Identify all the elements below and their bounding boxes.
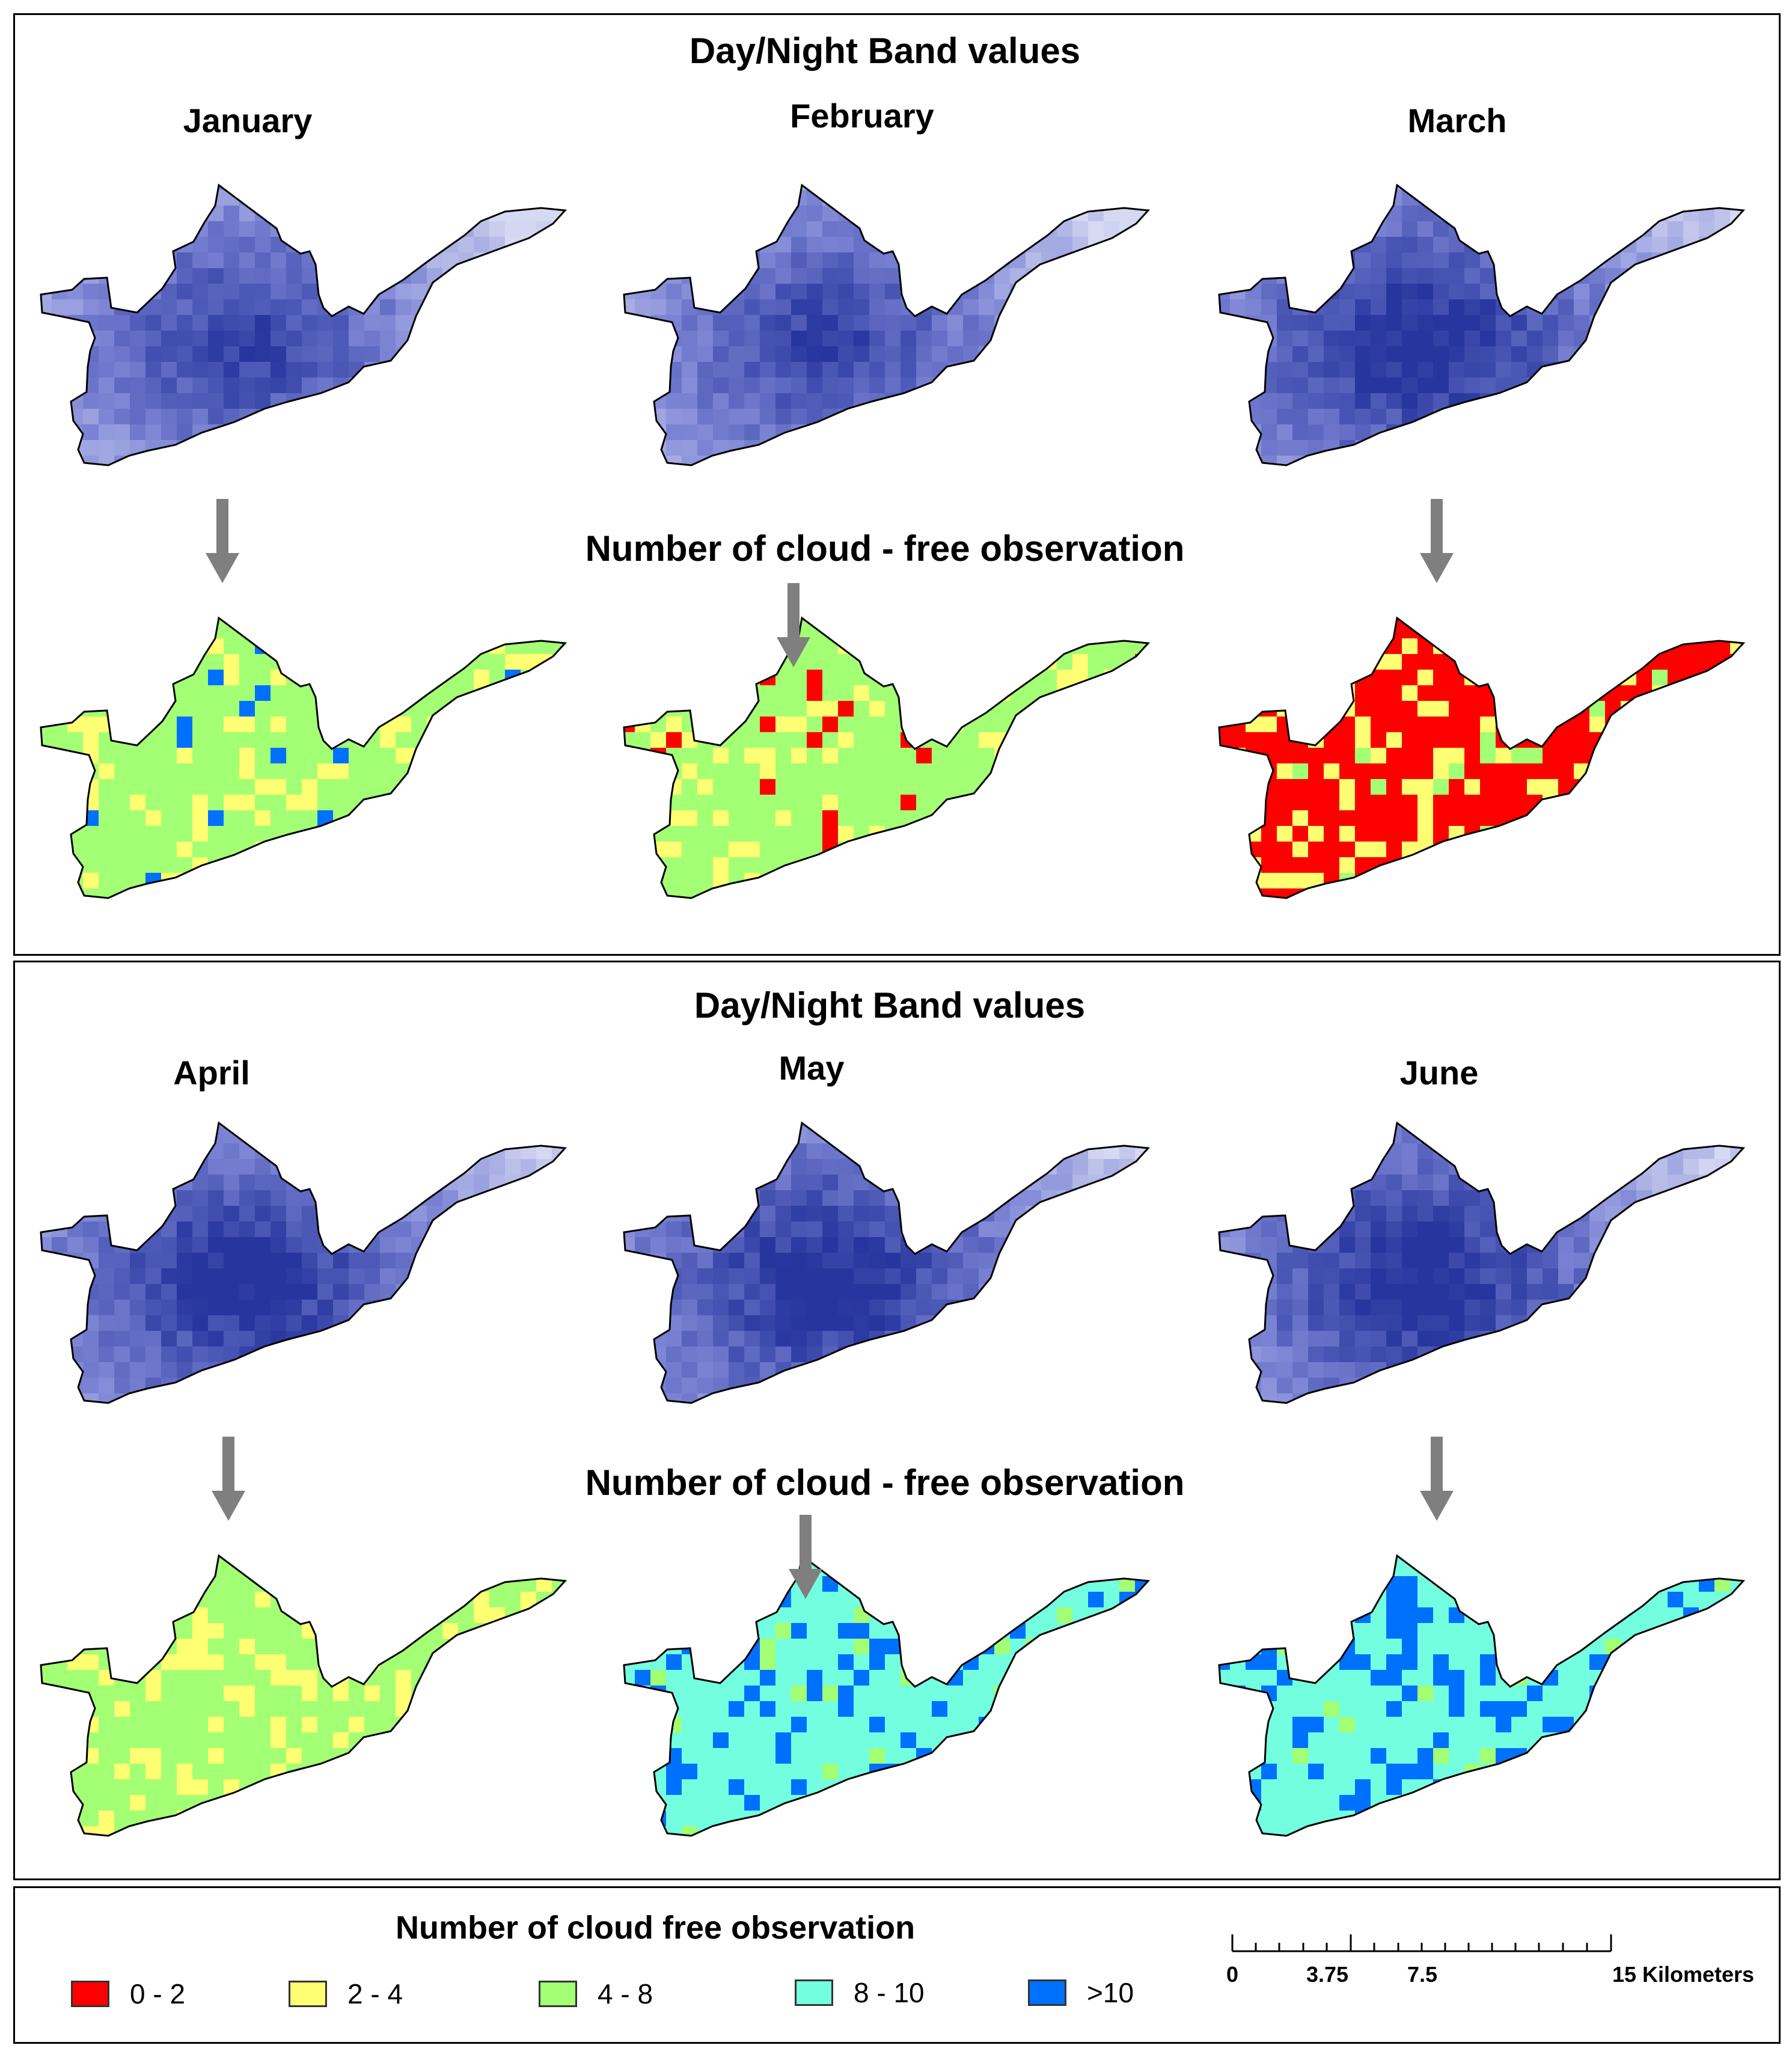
cloud-title-top: Number of cloud - free observation xyxy=(585,528,1185,569)
arrow-down-icon xyxy=(1420,499,1454,583)
dnb-map-april xyxy=(40,1122,566,1404)
arrow-down-icon xyxy=(1420,1437,1454,1521)
cloud-map-may xyxy=(623,1554,1149,1837)
scale-label-0: 0 xyxy=(1226,1962,1239,1987)
legend-box xyxy=(13,1886,1781,2044)
dnb-title-bottom: Day/Night Band values xyxy=(694,985,1086,1025)
dnb-title-top: Day/Night Band values xyxy=(689,31,1081,71)
arrow-down-icon xyxy=(789,1515,822,1599)
month-label-april: April xyxy=(173,1054,250,1092)
legend-swatch-cyan xyxy=(795,1979,833,2006)
dnb-map-march xyxy=(1218,184,1745,466)
month-label-june: June xyxy=(1399,1054,1479,1092)
legend-label: 4 - 8 xyxy=(598,1978,653,2010)
legend-swatch-blue xyxy=(1028,1979,1066,2006)
scale-label-3-75: 3.75 xyxy=(1306,1962,1349,1987)
dnb-map-june xyxy=(1218,1122,1745,1404)
legend-item-gt10: >10 xyxy=(1028,1976,1134,2009)
scale-label-7-5: 7.5 xyxy=(1407,1962,1438,1987)
dnb-map-january xyxy=(40,184,566,466)
month-label-may: May xyxy=(778,1049,845,1087)
month-label-march: March xyxy=(1407,102,1507,139)
legend-swatch-yellow xyxy=(289,1981,327,2007)
legend-label: 2 - 4 xyxy=(347,1978,403,2010)
arrow-down-icon xyxy=(777,583,810,667)
legend-label: 0 - 2 xyxy=(130,1978,186,2010)
dnb-map-february xyxy=(623,184,1149,466)
cloud-map-march xyxy=(1218,617,1745,899)
legend-item-8-10: 8 - 10 xyxy=(795,1976,925,2009)
month-label-february: February xyxy=(790,97,934,135)
cloud-map-june xyxy=(1218,1554,1745,1837)
legend-title: Number of cloud free observation xyxy=(396,1910,916,1946)
panel-bottom xyxy=(13,961,1781,1880)
legend-swatch-red xyxy=(71,1981,109,2007)
legend-label: >10 xyxy=(1087,1977,1134,2008)
cloud-map-april xyxy=(40,1554,566,1837)
legend-item-4-8: 4 - 8 xyxy=(539,1978,653,2010)
scale-bar xyxy=(1231,1934,1612,1952)
arrow-down-icon xyxy=(212,1437,245,1521)
arrow-down-icon xyxy=(206,499,239,583)
cloud-map-february xyxy=(623,617,1149,899)
scale-label-15: 15 Kilometers xyxy=(1612,1962,1755,1987)
cloud-title-bottom: Number of cloud - free observation xyxy=(585,1463,1185,1503)
dnb-map-may xyxy=(623,1122,1149,1404)
legend-swatch-green xyxy=(539,1981,577,2007)
cloud-map-january xyxy=(40,617,566,899)
legend-label: 8 - 10 xyxy=(854,1977,925,2008)
legend-item-2-4: 2 - 4 xyxy=(289,1978,403,2010)
month-label-january: January xyxy=(183,102,313,139)
panel-top xyxy=(13,13,1781,956)
legend-item-0-2: 0 - 2 xyxy=(71,1978,185,2010)
